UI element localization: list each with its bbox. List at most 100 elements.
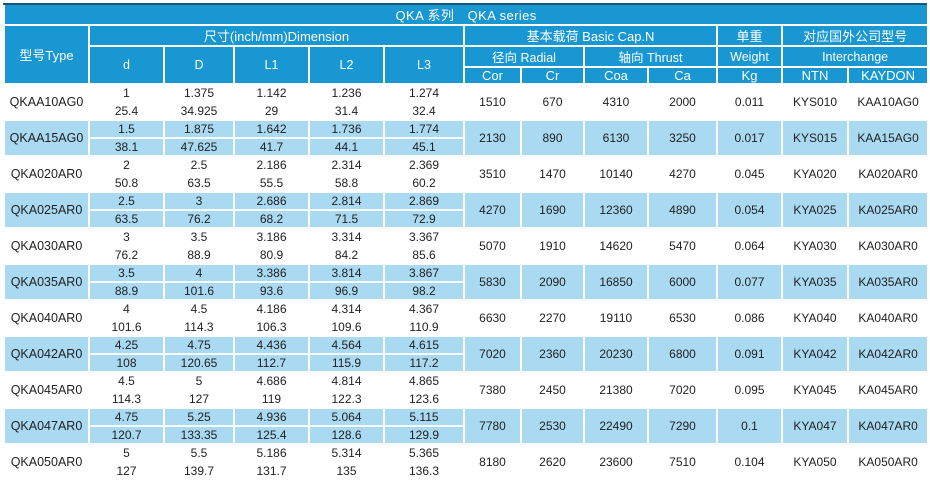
- cell-weight: 0.064: [716, 227, 783, 265]
- title-row: QKA 系列 QKA series: [2, 3, 930, 26]
- header-row-3: Cor Cr Coa Ca Kg NTN KAYDON: [4, 66, 930, 85]
- header-col-L1: L1: [233, 45, 310, 85]
- cell-load: 7510: [647, 443, 718, 481]
- cell-dim-mm: 109.6: [308, 317, 385, 337]
- header-interchange-en: Interchange: [780, 45, 930, 68]
- cell-weight: 0.1: [716, 407, 783, 445]
- table-row: QKA047AR0 4.75 5.25 4.936 5.064 5.115 7780 2530…: [3, 407, 930, 445]
- cell-load: 16850: [583, 263, 649, 301]
- cell-dim-inch: 2.186: [233, 155, 310, 175]
- table-row: QKA030AR0 3 3.5 3.186 3.314 3.367 5070 1910 1462…: [3, 227, 930, 265]
- header-col-kaydon: KAYDON: [846, 66, 930, 85]
- cell-dim-mm: 101.6: [163, 281, 235, 301]
- cell-interchange-ntn: KYA035: [781, 263, 849, 301]
- cell-dim-inch: 3.867: [383, 263, 465, 283]
- cell-dim-inch: 5: [163, 371, 235, 391]
- cell-dim-inch: 3.814: [308, 263, 385, 283]
- cell-dim-inch: 1.274: [383, 83, 465, 103]
- table-body: QKAA10AG0 1 1.375 1.142 1.236 1.274 1510 670 431…: [3, 83, 930, 481]
- cell-load: 2360: [520, 335, 585, 373]
- cell-dim-mm: 34.925: [163, 101, 235, 121]
- cell-dim-mm: 47.625: [163, 137, 235, 157]
- cell-dim-mm: 84.2: [308, 245, 385, 265]
- cell-dim-inch: 1.875: [163, 119, 235, 139]
- cell-dim-mm: 60.2: [383, 173, 465, 193]
- cell-dim-mm: 120.7: [88, 425, 165, 445]
- spec-table: QKA 系列 QKA series 型号Type 尺寸(inch/mm)Dime…: [2, 3, 930, 481]
- table-row-mm: 88.9 101.6 93.6 96.9 98.2: [4, 281, 928, 301]
- table-row-mm: 63.5 76.2 68.2 71.5 72.9: [4, 209, 928, 229]
- cell-dim-inch: 1.375: [163, 83, 235, 103]
- cell-load: 2450: [520, 371, 585, 409]
- cell-dim-inch: 2.5: [88, 191, 165, 211]
- cell-dim-inch: 5.5: [163, 443, 235, 463]
- series-title: QKA 系列 QKA series: [2, 3, 930, 26]
- cell-dim-mm: 72.9: [383, 209, 465, 229]
- cell-load: 7020: [463, 335, 522, 373]
- cell-load: 890: [520, 119, 585, 157]
- cell-dim-inch: 1.142: [233, 83, 310, 103]
- cell-dim-mm: 76.2: [88, 245, 165, 265]
- cell-dim-inch: 5.186: [233, 443, 310, 463]
- cell-dim-mm: 106.3: [233, 317, 310, 337]
- cell-type: QKA047AR0: [3, 407, 90, 445]
- cell-interchange-kaydon: KA047AR0: [846, 407, 930, 445]
- cell-dim-inch: 4.814: [308, 371, 385, 391]
- cell-dim-inch: 3.186: [233, 227, 310, 247]
- cell-weight: 0.077: [716, 263, 783, 301]
- table-row: QKA042AR0 4.25 4.75 4.436 4.564 4.615 7020 2360…: [3, 335, 930, 373]
- cell-type: QKA050AR0: [3, 443, 90, 481]
- header-interchange-cn: 对应国外公司型号: [780, 24, 930, 47]
- cell-load: 1690: [520, 191, 585, 229]
- cell-dim-inch: 5.115: [383, 407, 465, 427]
- cell-load: 4270: [647, 155, 718, 193]
- header-col-L2: L2: [308, 45, 385, 85]
- header-type: 型号Type: [3, 24, 90, 85]
- cell-load: 23600: [583, 443, 649, 481]
- cell-interchange-ntn: KYA025: [781, 191, 849, 229]
- cell-load: 2270: [520, 299, 585, 337]
- table-row-mm: 108 120.65 112.7 115.9 117.2: [4, 353, 928, 373]
- cell-dim-inch: 2.869: [383, 191, 465, 211]
- cell-load: 6000: [647, 263, 718, 301]
- table-row: QKA040AR0 4 4.5 4.186 4.314 4.367 6630 2270 1911…: [3, 299, 930, 337]
- cell-interchange-kaydon: KAA10AG0: [846, 83, 930, 121]
- cell-dim-inch: 4.865: [383, 371, 465, 391]
- cell-load: 7380: [463, 371, 522, 409]
- cell-dim-inch: 4.936: [233, 407, 310, 427]
- cell-load: 6130: [583, 119, 649, 157]
- table-row: QKA020AR0 2 2.5 2.186 2.314 2.369 3510 1470 1014…: [3, 155, 930, 193]
- cell-type: QKAA15AG0: [3, 119, 90, 157]
- cell-dim-inch: 5.365: [383, 443, 465, 463]
- header-col-L3: L3: [383, 45, 465, 85]
- header-col-cor: Cor: [463, 66, 522, 85]
- cell-dim-mm: 117.2: [383, 353, 465, 373]
- cell-dim-mm: 32.4: [383, 101, 465, 121]
- cell-interchange-ntn: KYS010: [781, 83, 849, 121]
- cell-weight: 0.054: [716, 191, 783, 229]
- cell-load: 6630: [463, 299, 522, 337]
- cell-dim-inch: 4.564: [308, 335, 385, 355]
- header-row-2: d D L1 L2 L3 径向 Radial 轴向 Thrust Weight …: [4, 45, 930, 85]
- cell-dim-inch: 5.064: [308, 407, 385, 427]
- cell-load: 10140: [583, 155, 649, 193]
- header-radial: 径向 Radial: [463, 45, 585, 68]
- cell-dim-inch: 1.774: [383, 119, 465, 139]
- cell-weight: 0.017: [716, 119, 783, 157]
- cell-dim-inch: 3.5: [163, 227, 235, 247]
- table-row-mm: 101.6 114.3 106.3 109.6 110.9: [4, 317, 928, 337]
- table-row-mm: 38.1 47.625 41.7 44.1 45.1: [4, 137, 928, 157]
- cell-dim-mm: 122.3: [308, 389, 385, 409]
- table-row-mm: 114.3 127 119 122.3 123.6: [4, 389, 928, 409]
- cell-load: 4270: [463, 191, 522, 229]
- cell-load: 2620: [520, 443, 585, 481]
- header-col-d: d: [88, 45, 165, 85]
- cell-dim-inch: 4: [163, 263, 235, 283]
- cell-dim-inch: 3.314: [308, 227, 385, 247]
- cell-dim-inch: 4.5: [163, 299, 235, 319]
- table-row: QKAA10AG0 1 1.375 1.142 1.236 1.274 1510 670 431…: [3, 83, 930, 121]
- cell-dim-inch: 4: [88, 299, 165, 319]
- header-weight-cn: 单重: [716, 24, 783, 47]
- cell-dim-mm: 93.6: [233, 281, 310, 301]
- cell-type: QKAA10AG0: [3, 83, 90, 121]
